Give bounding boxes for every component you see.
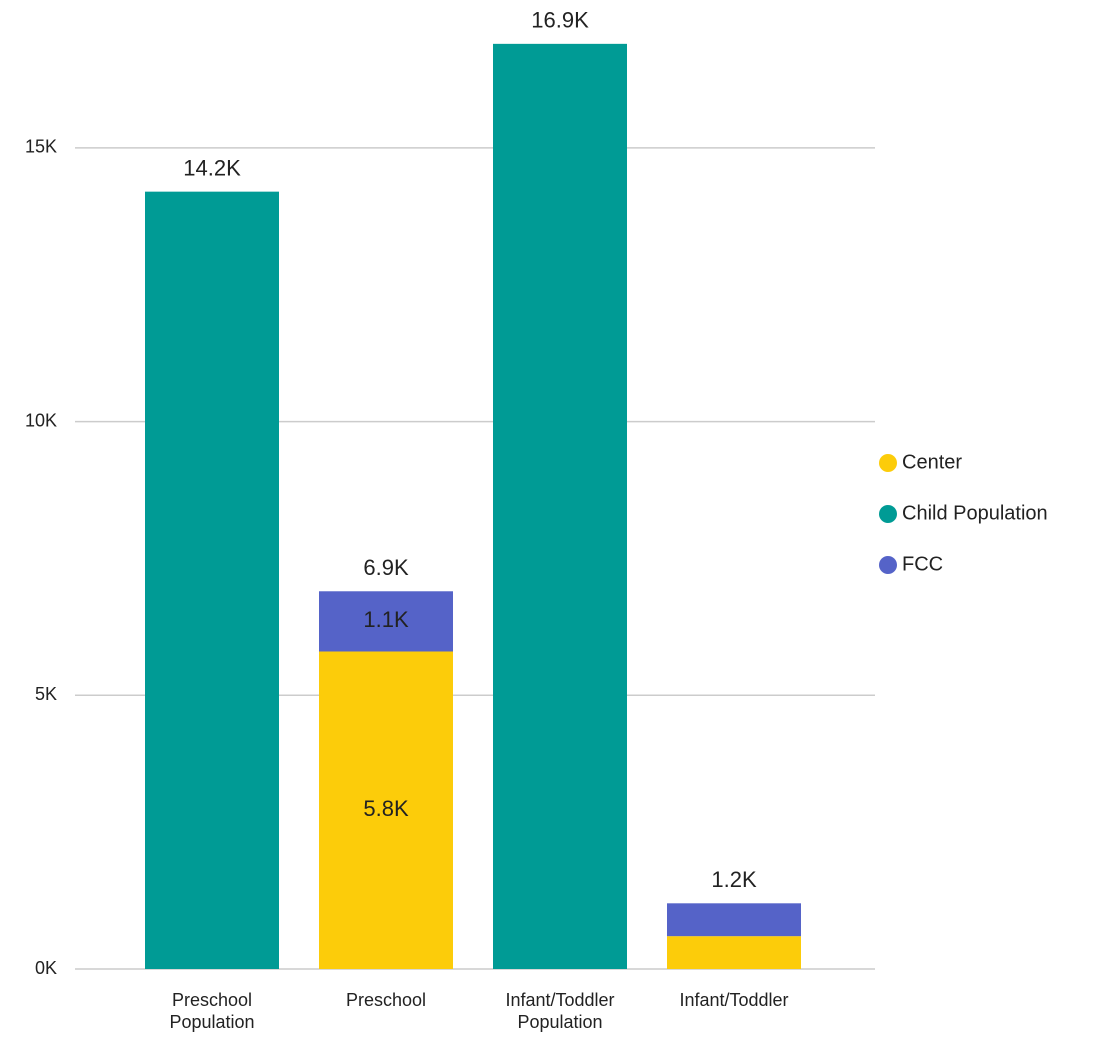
bar-segment bbox=[145, 191, 279, 969]
x-tick-label: Preschool Population bbox=[169, 990, 255, 1032]
total-label: 1.2K bbox=[711, 867, 757, 892]
bar-segment bbox=[667, 903, 801, 937]
legend-marker bbox=[879, 505, 897, 523]
segment-label: 5.8K bbox=[363, 796, 409, 821]
y-tick-label: 5K bbox=[35, 684, 57, 704]
y-tick-label: 0K bbox=[35, 958, 57, 978]
total-label: 16.9K bbox=[531, 8, 589, 33]
x-tick-label: Infant/Toddler Population bbox=[505, 990, 615, 1032]
legend-label: Center bbox=[902, 451, 962, 473]
legend-marker bbox=[879, 556, 897, 574]
y-tick-label: 10K bbox=[25, 410, 57, 430]
y-tick-label: 15K bbox=[25, 137, 57, 157]
legend-label: Child Population bbox=[902, 502, 1048, 524]
x-tick-label: Preschool bbox=[345, 990, 427, 1010]
bar-segment bbox=[667, 936, 801, 969]
segment-label: 1.1K bbox=[363, 607, 409, 632]
bar-segment bbox=[493, 43, 627, 970]
legend-label: FCC bbox=[902, 553, 943, 575]
bar-segment bbox=[319, 591, 453, 652]
x-tick-label: Infant/Toddler bbox=[679, 990, 789, 1010]
legend-marker bbox=[879, 454, 897, 472]
bar-segment bbox=[319, 651, 453, 969]
total-label: 6.9K bbox=[363, 555, 409, 580]
total-label: 14.2K bbox=[183, 155, 241, 180]
